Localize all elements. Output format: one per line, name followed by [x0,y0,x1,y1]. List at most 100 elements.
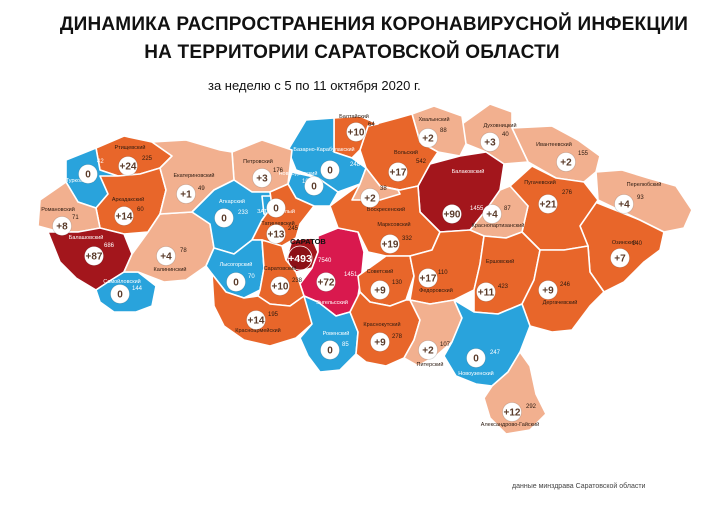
district-name-arkadak: Аркадакский [112,196,144,203]
subtitle: за неделю с 5 по 11 октября 2020 г. [208,78,421,93]
district-total-petrovsk: 176 [273,168,284,174]
weekly-badge-krasny-kut [370,332,390,352]
weekly-badge-arkadak [114,206,134,226]
weekly-value-baltay: +10 [348,128,365,139]
district-total-perelyub: 93 [637,195,644,201]
district-name-samoylovka: Самойловский [103,278,141,285]
district-name-novouzensk: Новоузенский [458,370,494,377]
district-name-fedorovka: Федоровский [419,287,453,294]
weekly-badge-dergachi [538,280,558,300]
weekly-value-rtishchevo: +24 [120,162,137,173]
weekly-badge-petrovsk [252,168,272,188]
weekly-badge-bazarny-karabulak [320,160,340,180]
weekly-badge-novouzensk [466,348,486,368]
weekly-badge-turki [78,164,98,184]
weekly-value-dukhovnitsky: +3 [484,138,496,149]
district-name-voskresenskoye: Воскресенский [367,206,405,213]
district-name-petrovsk: Петровский [243,158,273,165]
district-total-volsk: 542 [416,159,427,165]
district-name-perelyub: Перелюбский [627,181,662,188]
weekly-value-volsk: +17 [390,168,407,179]
weekly-badge-ershov [476,282,496,302]
weekly-value-ozinki: +7 [614,254,626,265]
weekly-value-atkarsk: 0 [221,214,227,225]
weekly-badge-samoylovka [110,284,130,304]
district-name-khvalynsk: Хвалынский [418,116,449,123]
weekly-badge-balakovo [442,204,462,224]
weekly-value-romanovka: +8 [56,222,68,233]
district-name-dukhovnitsky: Духовницкий [483,122,516,129]
weekly-value-krasny-kut: +9 [374,338,386,349]
weekly-badge-ozinki [610,248,630,268]
district-name-krasnoarmeysk: Красноармейский [235,327,281,334]
weekly-value-krasnopartizansky: +4 [486,210,498,221]
district-total-lysye-gory: 70 [248,274,255,280]
district-name-ivanteevka: Ивантеевский [536,141,572,148]
district-name-krasny-kut: Краснокутский [363,321,400,328]
district-total-fedorovka: 110 [438,270,448,276]
district-volsk [359,113,439,191]
district-name-rtishchevo: Ртищевский [115,144,146,151]
weekly-value-marks: +19 [382,240,399,251]
weekly-badge-volsk [388,162,408,182]
district-total-khvalynsk: 88 [440,128,447,134]
weekly-value-fedorovka: +17 [420,274,437,285]
district-name-ershov: Ершовский [486,258,514,265]
weekly-badge-perelyub [614,194,634,214]
weekly-value-sovetskoye: +9 [374,286,386,297]
weekly-badge-krasnoarmeysk [246,310,266,330]
district-name-turki: Турковский [66,177,95,184]
district-total-krasnopartizansky: 87 [504,206,511,212]
weekly-value-dergachi: +9 [542,286,554,297]
district-total-ivanteevka: 155 [578,151,589,157]
district-name-sovetskoye: Советский [367,268,394,275]
weekly-badge-saratovsky [270,276,290,296]
weekly-value-rovnoe: 0 [327,346,333,357]
district-name-lysye-gory: Лысогорский [220,261,253,268]
weekly-value-pugachev: +21 [540,200,557,211]
district-name-novoburassky: Новобурасский [279,170,318,177]
district-total-rovnoe: 85 [342,342,349,348]
district-total-dukhovnitsky: 40 [502,132,509,138]
district-name-romanovka: Романовский [41,206,75,213]
district-total-bazarny-karabulak: 248 [350,162,361,168]
district-name-krasnopartizansky: Краснопартизанский [472,222,525,229]
weekly-value-balashov: +87 [86,252,103,263]
district-total-tatishchevo: 245 [288,226,299,232]
weekly-badge-marks [380,234,400,254]
district-total-ekaterinovka: 49 [198,186,205,192]
weekly-badge-romanovka [52,216,72,236]
district-total-krasny-kut: 278 [392,334,403,340]
district-total-piterka: 107 [440,342,451,348]
district-total-ozinki: 140 [632,241,643,247]
weekly-value-ivanteevka: +2 [560,158,572,169]
district-piterka [403,299,463,367]
weekly-value-saratovsky: +10 [272,282,289,293]
district-name-rovnoe: Ровенский [323,330,350,337]
weekly-badge-lysye-gory [226,272,246,292]
weekly-badge-krasnopartizansky [482,204,502,224]
weekly-badge-ekaterinovka [176,184,196,204]
weekly-value-zato-svetly: 0 [273,204,279,215]
weekly-badge-novoburassky [304,176,324,196]
district-aleksandrov-gay [483,351,547,435]
district-name-balakovo: Балаковский [452,168,485,175]
weekly-value-samoylovka: 0 [117,290,123,301]
title-line-1: ДИНАМИКА РАСПРОСТРАНЕНИЯ КОРОНАВИРУСНОЙ … [59,14,689,35]
district-total-balashov: 686 [104,243,115,249]
district-total-arkadak: 60 [137,207,144,213]
district-total-aleksandrov-gay: 292 [526,404,537,410]
district-name-marks: Марксовский [377,221,410,228]
weekly-value-saratov: +493 [288,253,312,265]
district-name-aleksandrov-gay: Александрово-Гайский [481,421,539,428]
weekly-badge-zato-svetly [266,198,286,218]
district-name-pugachev: Пугачевский [524,179,556,186]
weekly-value-ershov: +11 [478,288,495,299]
weekly-value-lysye-gory: 0 [233,278,239,289]
weekly-value-tatishchevo: +13 [268,230,285,241]
weekly-badge-saratov [287,245,313,271]
weekly-value-voskresenskoye: +2 [364,194,376,205]
district-name-ekaterinovka: Екатериновский [173,172,214,179]
district-name-volsk: Вольский [394,149,418,156]
